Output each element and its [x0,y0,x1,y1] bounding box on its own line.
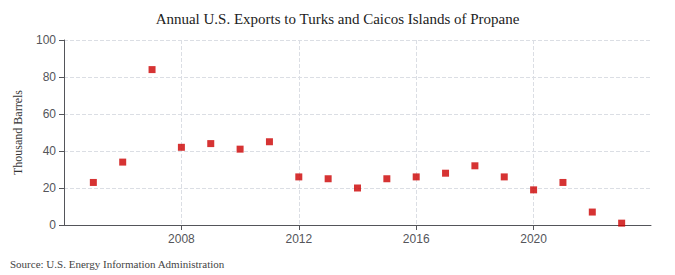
svg-text:2012: 2012 [285,232,312,246]
svg-text:Thousand Barrels: Thousand Barrels [11,90,25,175]
svg-text:20: 20 [43,181,57,195]
svg-text:2008: 2008 [168,232,195,246]
svg-text:2016: 2016 [403,232,430,246]
svg-text:Annual U.S. Exports to Turks a: Annual U.S. Exports to Turks and Caicos … [156,11,520,27]
svg-text:80: 80 [43,70,57,84]
svg-text:2020: 2020 [520,232,547,246]
svg-text:Source: U.S. Energy Informatio: Source: U.S. Energy Information Administ… [10,258,225,270]
svg-text:40: 40 [43,144,57,158]
svg-text:60: 60 [43,107,57,121]
svg-text:0: 0 [49,218,56,232]
svg-text:100: 100 [36,33,56,47]
